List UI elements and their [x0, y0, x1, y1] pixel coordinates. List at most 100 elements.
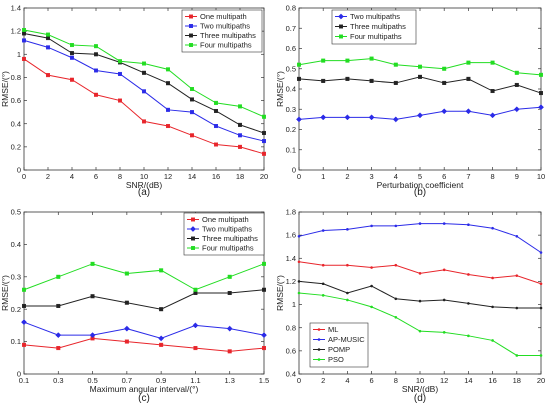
x-tick-label: 0 [297, 172, 301, 181]
data-point [237, 133, 242, 138]
data-point [394, 224, 398, 228]
x-tick-label: 6 [370, 376, 374, 385]
legend-item: One multipath [187, 215, 249, 224]
legend-item: Four multipaths [185, 41, 252, 50]
data-point [22, 287, 27, 292]
data-point [467, 273, 470, 276]
data-point [213, 142, 218, 147]
data-point [442, 331, 446, 334]
data-point [189, 110, 194, 115]
y-tick-label: 0.4 [286, 370, 296, 379]
data-point [189, 97, 194, 102]
data-point [165, 107, 170, 112]
data-point [93, 44, 98, 49]
data-point [141, 119, 146, 124]
series-one-multipath [22, 336, 267, 354]
chart-panel-b: 0 1 2 3 4 5 6 7 8 9 10 0 0.1 0.2 0.3 0.4 0.5 0.6 0.7 0.8 Per… [275, 4, 545, 198]
series-ml [297, 260, 543, 286]
series-four-multipaths [297, 56, 544, 77]
legend-label: One multipath [202, 215, 249, 224]
y-tick-label: 0.8 [286, 323, 296, 332]
data-point [158, 335, 165, 342]
data-point [490, 89, 495, 94]
series-line [24, 289, 265, 310]
legend-label: Three multipaths [200, 31, 256, 40]
legend-label: Three multipaths [202, 234, 258, 243]
data-point [69, 51, 74, 56]
legend-label: POMP [328, 345, 350, 354]
data-point [539, 306, 543, 310]
x-tick-label: 18 [236, 172, 244, 181]
panel-label: (b) [414, 187, 426, 198]
data-point [262, 346, 267, 351]
series-two-multipaths [296, 104, 544, 123]
data-point [22, 27, 27, 32]
x-tick-label: 4 [345, 376, 349, 385]
y-tick-label: 0.6 [286, 44, 296, 53]
series-pso [297, 291, 543, 357]
data-point [321, 294, 325, 297]
data-point [539, 354, 543, 357]
data-point [539, 91, 544, 96]
data-point [90, 294, 95, 299]
data-point [117, 98, 122, 103]
chart-panel-a: 0 2 4 6 8 10 12 14 16 18 20 0 0.2 0.4 0.6 0.8 1 1.2 1.4 SNR… [0, 4, 268, 198]
data-point [93, 92, 98, 97]
y-tick-label: 1.8 [286, 208, 296, 217]
x-tick-label: 1.1 [190, 376, 200, 385]
x-tick-label: 1 [321, 172, 325, 181]
data-point [418, 222, 422, 225]
legend-label: Two multipaths [202, 225, 252, 234]
y-tick-label: 0.2 [11, 142, 21, 151]
legend-label: Two multipaths [350, 12, 400, 21]
x-tick-label: 8 [491, 172, 495, 181]
legend-marker [188, 14, 193, 19]
x-tick-label: 20 [537, 376, 545, 385]
data-point [165, 124, 170, 129]
data-point [22, 342, 27, 347]
panel-label: (a) [138, 187, 150, 198]
y-tick-label: 0.4 [11, 119, 21, 128]
data-point [467, 223, 470, 227]
data-point [297, 291, 301, 295]
legend-item: Three multipaths [335, 22, 406, 31]
data-point [262, 151, 267, 156]
data-point [22, 56, 27, 61]
data-point [159, 268, 164, 273]
data-point [539, 282, 543, 286]
y-tick-label: 0.2 [11, 305, 21, 314]
data-point [227, 274, 232, 279]
data-point [346, 291, 349, 295]
legend-item: POMP [313, 345, 350, 354]
y-tick-label: 0.1 [11, 337, 21, 346]
data-point [69, 43, 74, 48]
data-point [124, 339, 129, 344]
data-point [69, 55, 74, 60]
y-tick-label: 0.3 [11, 272, 21, 281]
legend-item: Three multipaths [185, 31, 256, 40]
x-tick-label: 4 [70, 172, 74, 181]
data-point [46, 36, 51, 41]
legend-marker [317, 328, 321, 331]
y-tick-label: 0.4 [286, 85, 296, 94]
data-point [262, 261, 267, 266]
x-tick-label: 0.1 [19, 376, 29, 385]
y-tick-label: 0.4 [11, 240, 21, 249]
data-point [21, 319, 27, 326]
legend-label: AP-MUSIC [328, 335, 365, 344]
y-tick-label: 0.8 [11, 73, 21, 82]
legend-label: Three multipaths [350, 22, 406, 31]
x-tick-label: 6 [442, 172, 446, 181]
data-point [261, 332, 267, 339]
y-tick-label: 0.6 [286, 346, 296, 355]
data-point [321, 78, 326, 83]
panel-label: (d) [414, 393, 426, 404]
legend-item: Two multipaths [187, 225, 252, 234]
plot-frame [23, 211, 265, 375]
data-point [141, 61, 146, 66]
x-tick-label: 14 [464, 376, 472, 385]
legend-marker [190, 217, 195, 222]
legend-item: One multipath [185, 12, 247, 21]
data-point [141, 70, 146, 75]
